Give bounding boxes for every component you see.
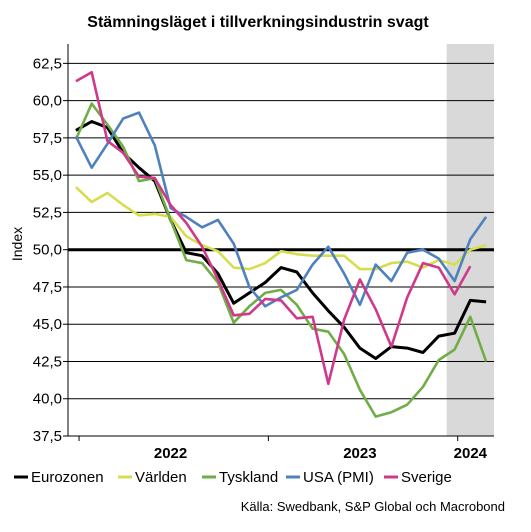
y-tick-label: 50,0 [33, 242, 62, 259]
legend-label: Eurozonen [31, 469, 104, 486]
y-tick-label: 55,0 [33, 167, 62, 184]
series-line-eurozonen [75, 120, 487, 360]
x-tick-label: 2023 [343, 445, 376, 462]
legend-label: USA (PMI) [303, 469, 374, 486]
legend-label: Tyskland [219, 469, 278, 486]
y-tick-label: 45,0 [33, 316, 62, 333]
chart-title: Stämningsläget i tillverkningsindustrin … [87, 14, 429, 31]
x-tick-label: 2022 [154, 445, 187, 462]
series-line-tyskland [74, 102, 488, 418]
y-tick-label: 47,5 [33, 279, 62, 296]
series-line-usa-pmi [74, 111, 488, 308]
series-line-sverige [75, 71, 472, 386]
y-axis-label: Index [9, 227, 25, 261]
y-tick-label: 60,0 [33, 93, 62, 110]
y-tick-label: 52,5 [33, 204, 62, 221]
series-line-världen [75, 186, 487, 271]
x-tick-label: 2024 [454, 445, 488, 462]
y-tick-label: 62,5 [33, 55, 62, 72]
legend-label: Världen [135, 469, 187, 486]
y-tick-label: 42,5 [33, 353, 62, 370]
y-tick-label: 40,0 [33, 391, 62, 408]
source-note: Källa: Swedbank, S&P Global och Macrobon… [241, 499, 505, 514]
y-tick-label: 57,5 [33, 130, 62, 147]
legend-label: Sverige [401, 469, 452, 486]
y-tick-label: 37,5 [33, 428, 62, 445]
